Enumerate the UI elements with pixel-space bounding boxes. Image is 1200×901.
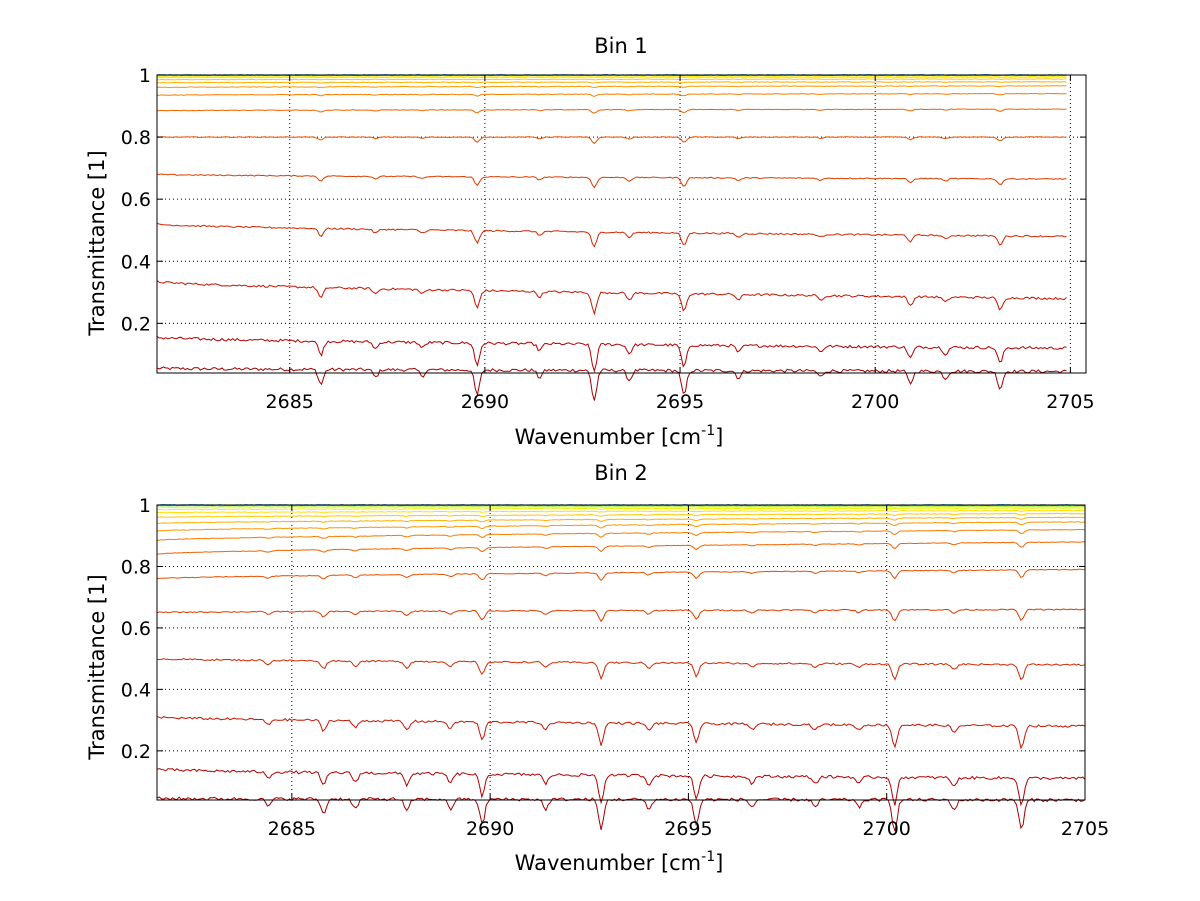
x-axis-label-end: ] bbox=[715, 425, 723, 449]
x-axis-label-superscript: -1 bbox=[701, 849, 715, 865]
x-axis-label-superscript: -1 bbox=[701, 423, 715, 439]
chart-title: Bin 2 bbox=[594, 461, 648, 485]
series-line-5 bbox=[156, 173, 1067, 189]
x-tick-label: 2700 bbox=[863, 818, 911, 840]
y-tick-label: 0.4 bbox=[121, 679, 151, 701]
series-line-4 bbox=[156, 658, 1086, 681]
series-line-13 bbox=[156, 75, 1067, 78]
series-line-8 bbox=[156, 529, 1086, 541]
y-tick-label: 0.8 bbox=[121, 127, 151, 149]
series-line-10 bbox=[157, 81, 1067, 84]
series-line-11 bbox=[156, 512, 1085, 519]
axes-frame bbox=[156, 504, 1086, 801]
x-tick-label: 2695 bbox=[664, 818, 712, 840]
series-line-6 bbox=[156, 136, 1067, 145]
series-line-11 bbox=[156, 78, 1067, 81]
x-tick-label: 2705 bbox=[1046, 391, 1094, 413]
y-tick-label: 0.2 bbox=[121, 741, 151, 763]
y-axis-label: Transmittance [1] bbox=[85, 150, 109, 336]
series-line-6 bbox=[156, 568, 1086, 582]
y-axis-label: Transmittance [1] bbox=[85, 574, 109, 760]
series-line-5 bbox=[156, 608, 1086, 623]
y-tick-label: 1 bbox=[139, 495, 151, 517]
x-tick-label: 2690 bbox=[461, 391, 509, 413]
y-tick-label: 0.2 bbox=[121, 313, 151, 335]
series-line-9 bbox=[156, 521, 1086, 532]
series-line-12 bbox=[156, 76, 1067, 79]
axes-frame bbox=[156, 74, 1087, 374]
series-line-2 bbox=[156, 768, 1086, 807]
x-tick-label: 2705 bbox=[1061, 818, 1109, 840]
series-line-14 bbox=[156, 505, 1086, 508]
y-tick-label: 0.8 bbox=[121, 556, 151, 578]
y-tick-label: 0.4 bbox=[121, 251, 151, 273]
series-line-7 bbox=[157, 108, 1067, 114]
x-tick-label: 2695 bbox=[656, 391, 704, 413]
series-line-9 bbox=[156, 85, 1067, 89]
series-line-8 bbox=[156, 92, 1067, 97]
series-line-2 bbox=[156, 335, 1067, 373]
x-tick-label: 2685 bbox=[268, 818, 316, 840]
series-line-13 bbox=[157, 507, 1086, 511]
y-tick-label: 0.6 bbox=[121, 618, 151, 640]
y-tick-label: 1 bbox=[139, 65, 151, 87]
x-axis-label: Wavenumber [cm-1] bbox=[515, 423, 724, 449]
x-tick-label: 2690 bbox=[466, 818, 514, 840]
x-axis-label-text: Wavenumber [cm bbox=[515, 425, 701, 449]
series-line-3 bbox=[156, 716, 1086, 750]
series-line-7 bbox=[156, 541, 1086, 555]
chart-title: Bin 1 bbox=[594, 34, 648, 58]
series-line-12 bbox=[156, 509, 1086, 514]
y-tick-label: 0.6 bbox=[121, 189, 151, 211]
x-axis-label: Wavenumber [cm-1] bbox=[515, 849, 724, 875]
axis-ticks: 2685 2690 2695 2700 2705 0.2 0.4 0.6 0.8 1 bbox=[121, 65, 1095, 413]
axis-ticks: 2685 2690 2695 2700 2705 0.2 0.4 0.6 0.8 1 bbox=[121, 495, 1109, 840]
series-line-3 bbox=[156, 280, 1067, 316]
x-tick-label: 2685 bbox=[266, 391, 314, 413]
series-line-4 bbox=[156, 222, 1067, 248]
x-axis-label-end: ] bbox=[715, 851, 723, 875]
x-tick-label: 2700 bbox=[851, 391, 899, 413]
series-line-10 bbox=[156, 516, 1085, 524]
x-axis-label-text: Wavenumber [cm bbox=[515, 851, 701, 875]
